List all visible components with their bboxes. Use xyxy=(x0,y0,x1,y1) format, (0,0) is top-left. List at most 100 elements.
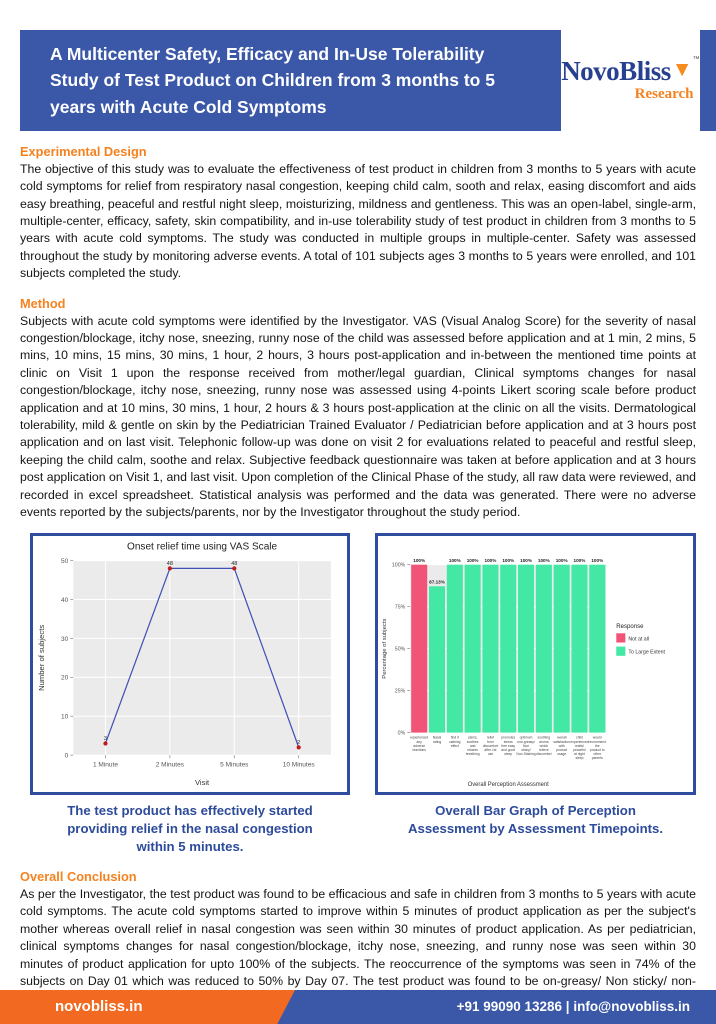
svg-text:child: child xyxy=(576,736,583,740)
svg-text:100%: 100% xyxy=(449,559,462,564)
svg-text:calms,: calms, xyxy=(468,736,478,740)
svg-text:after 1st: after 1st xyxy=(484,748,496,752)
logo-wordmark: NovoBliss ▼ ™ xyxy=(561,55,700,85)
svg-text:1 Minute: 1 Minute xyxy=(93,762,118,769)
svg-text:2: 2 xyxy=(297,740,300,746)
svg-text:100%: 100% xyxy=(556,559,569,564)
svg-text:and good: and good xyxy=(501,748,515,752)
svg-text:experienced: experienced xyxy=(570,740,588,744)
svg-text:product: product xyxy=(556,748,567,752)
logo-subtitle: Research xyxy=(634,85,694,102)
svg-text:Number of subjects: Number of subjects xyxy=(37,625,46,691)
footer-contact: +91 99090 13286 | info@novobliss.in xyxy=(456,999,690,1014)
figure-captions-row: The test product has effectively started… xyxy=(30,802,696,855)
svg-text:Non: Non xyxy=(523,744,529,748)
svg-text:100%: 100% xyxy=(392,563,406,569)
svg-text:100%: 100% xyxy=(520,559,533,564)
svg-text:and: and xyxy=(470,744,476,748)
right-figure-caption: Overall Bar Graph of Perception Assessme… xyxy=(407,803,664,837)
svg-text:10: 10 xyxy=(61,714,69,721)
perception-bar-chart: 0%25%50%75%100%100%experiencedanyadverse… xyxy=(382,559,665,789)
svg-text:Response: Response xyxy=(616,624,644,631)
svg-text:satisfaction: satisfaction xyxy=(553,740,570,744)
svg-text:parents: parents xyxy=(592,757,603,761)
svg-text:Onset relief time using VAS Sc: Onset relief time using VAS Scale xyxy=(127,542,277,553)
svg-text:would: would xyxy=(593,736,602,740)
svg-text:product to: product to xyxy=(590,748,605,752)
svg-text:100%: 100% xyxy=(502,559,515,564)
svg-text:effect: effect xyxy=(451,744,459,748)
svg-text:discomfort: discomfort xyxy=(536,753,551,757)
svg-text:3: 3 xyxy=(104,736,107,742)
svg-text:stress: stress xyxy=(504,740,513,744)
svg-text:reactions: reactions xyxy=(412,748,426,752)
svg-text:which: which xyxy=(540,744,549,748)
footer-bar: novobliss.in +91 99090 13286 | info@novo… xyxy=(0,990,716,1024)
footer-orange-panel xyxy=(0,990,295,1024)
svg-text:with: with xyxy=(559,744,565,748)
experimental-design-heading: Experimental Design xyxy=(20,143,147,159)
header: A Multicenter Safety, Efficacy and In-Us… xyxy=(20,30,716,131)
svg-text:50: 50 xyxy=(61,558,69,565)
svg-text:Non-Staining: Non-Staining xyxy=(516,753,535,757)
svg-text:10 Minutes: 10 Minutes xyxy=(283,762,316,769)
svg-text:sleep: sleep xyxy=(504,753,512,757)
svg-text:Not at all: Not at all xyxy=(628,637,649,643)
page-title: A Multicenter Safety, Efficacy and In-Us… xyxy=(50,44,495,117)
experimental-design-paragraph: The objective of this study was to evalu… xyxy=(20,161,696,281)
svg-text:100%: 100% xyxy=(467,559,480,564)
svg-text:48: 48 xyxy=(231,561,237,567)
svg-text:48: 48 xyxy=(167,561,173,567)
svg-text:calming: calming xyxy=(449,740,461,744)
svg-text:find it: find it xyxy=(451,736,459,740)
svg-text:100%: 100% xyxy=(485,559,498,564)
method-heading: Method xyxy=(20,295,66,311)
svg-text:rating: rating xyxy=(433,740,441,744)
svg-text:recommend: recommend xyxy=(589,740,607,744)
svg-text:soothes: soothes xyxy=(467,740,479,744)
svg-text:overall: overall xyxy=(557,736,567,740)
svg-text:40: 40 xyxy=(61,597,69,604)
footer-website: novobliss.in xyxy=(55,998,143,1015)
svg-text:usage: usage xyxy=(557,753,566,757)
perception-bar-chart-frame: 0% 25% 50% 75% 100% 100% experienced any adverse… xyxy=(375,533,696,796)
svg-text:Percentage of subjects: Percentage of subjects xyxy=(382,619,388,679)
method-paragraph: Subjects with acute cold symptoms were i… xyxy=(20,313,696,520)
svg-text:Nasal: Nasal xyxy=(433,736,442,740)
svg-text:25%: 25% xyxy=(395,689,406,695)
svg-text:restful: restful xyxy=(575,744,584,748)
figures-row: Onset relief time using VAS Scale 0 10 20 30… xyxy=(30,533,696,796)
svg-text:from: from xyxy=(487,740,494,744)
title-banner: A Multicenter Safety, Efficacy and In-Us… xyxy=(20,30,562,131)
svg-text:at night: at night xyxy=(574,753,585,757)
svg-text:100%: 100% xyxy=(574,559,587,564)
svg-text:optimum: optimum xyxy=(520,736,533,740)
svg-text:experienced: experienced xyxy=(410,736,428,740)
svg-text:100%: 100% xyxy=(591,559,604,564)
svg-text:free easy: free easy xyxy=(501,744,515,748)
svg-text:promotes: promotes xyxy=(501,736,515,740)
svg-text:any: any xyxy=(417,740,423,744)
trademark-symbol: ™ xyxy=(692,55,700,63)
svg-text:sleep: sleep xyxy=(575,757,583,761)
svg-text:adverse: adverse xyxy=(413,744,425,748)
vas-line-chart: Onset relief time using VAS Scale 0 10 20 30… xyxy=(37,542,331,787)
svg-text:soothing: soothing xyxy=(538,736,551,740)
svg-text:87.13%: 87.13% xyxy=(429,580,446,585)
svg-text:relaxes: relaxes xyxy=(467,748,478,752)
overall-conclusion-heading: Overall Conclusion xyxy=(20,868,137,884)
svg-text:discomfort: discomfort xyxy=(483,744,498,748)
svg-text:breathing: breathing xyxy=(466,753,480,757)
vas-line-chart-frame: Onset relief time using VAS Scale 0 10 20 30… xyxy=(30,533,350,796)
svg-text:0: 0 xyxy=(65,753,69,760)
svg-text:the: the xyxy=(595,744,600,748)
logo-triangle-icon: ▼ xyxy=(671,57,693,81)
svg-text:30: 30 xyxy=(61,636,69,643)
svg-text:2 Minutes: 2 Minutes xyxy=(156,762,185,769)
svg-text:20: 20 xyxy=(61,675,69,682)
left-figure-caption: The test product has effectively started… xyxy=(67,803,313,855)
svg-text:relieve: relieve xyxy=(539,748,549,752)
document-body: Experimental Design The objective of thi… xyxy=(0,144,716,1024)
svg-text:100%: 100% xyxy=(538,559,551,564)
